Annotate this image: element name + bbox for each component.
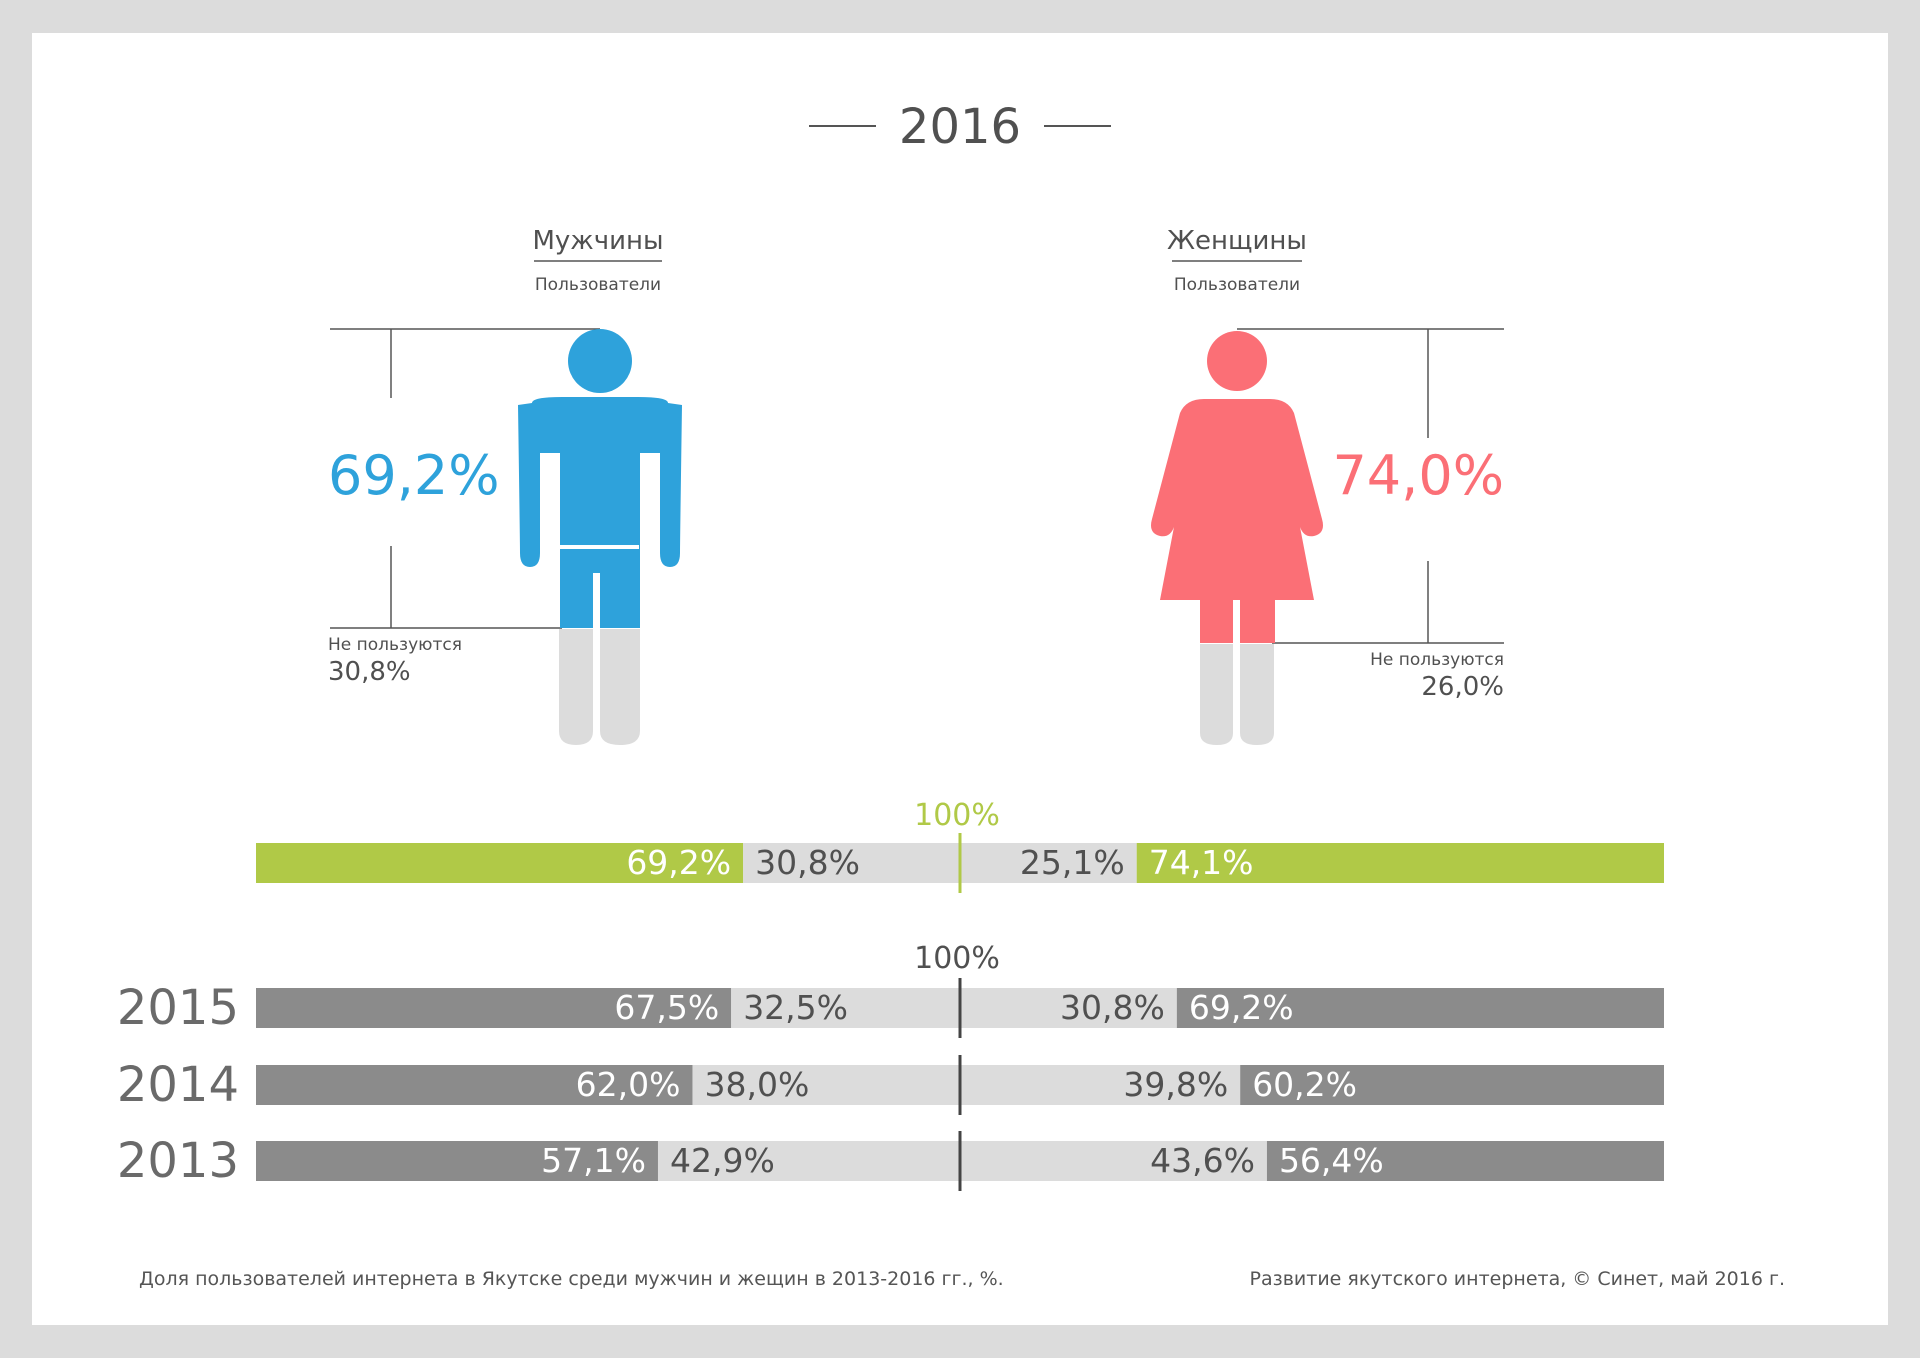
man-icon — [518, 329, 682, 745]
label-men-users-2016: 69,2% — [626, 843, 731, 882]
women-nonusers-percent: 26,0% — [1421, 672, 1504, 702]
bar-women-users-2014 — [1240, 1065, 1664, 1105]
women-users-percent: 74,0% — [1332, 444, 1504, 507]
label-men-nonusers-2016: 30,8% — [755, 843, 860, 882]
men-nonusers-percent: 30,8% — [328, 657, 411, 687]
bar-men-nonusers-2015 — [731, 988, 960, 1028]
footer-caption: Доля пользователей интернета в Якутске с… — [139, 1268, 1004, 1290]
label-women-users-2014: 60,2% — [1252, 1065, 1357, 1104]
label-women-nonusers-2013: 43,6% — [1150, 1141, 1255, 1180]
year-label-2015: 2015 — [117, 980, 239, 1036]
bar-men-users-2013 — [256, 1141, 658, 1181]
infographic-card: 2016 Мужчины Пользователи Женщины Пользо… — [32, 33, 1888, 1325]
bar-rows: 69,2% 30,8% 25,1% 74,1% 67,5% 32,5% 30,8% 69,2%… — [117, 833, 1664, 1191]
label-men-nonusers-2013: 42,9% — [670, 1141, 775, 1180]
bar-men-nonusers-2013 — [657, 1141, 960, 1181]
label-men-users-2015: 67,5% — [614, 988, 719, 1027]
women-bracket — [1237, 328, 1504, 644]
chart-canvas: 2016 Мужчины Пользователи Женщины Пользо… — [117, 99, 1786, 1290]
label-women-users-2016: 74,1% — [1149, 843, 1254, 882]
bar-women-nonusers-2014 — [960, 1065, 1241, 1105]
bar-women-nonusers-2016 — [960, 843, 1137, 883]
bar-men-users-2016 — [256, 843, 744, 883]
men-bracket — [330, 328, 600, 629]
page-title: 2016 — [899, 99, 1021, 155]
bar-men-users-2015 — [256, 988, 732, 1028]
bar-men-nonusers-2014 — [692, 1065, 960, 1105]
label-women-users-2015: 69,2% — [1189, 988, 1294, 1027]
center-label-past: 100% — [914, 941, 1000, 976]
label-men-users-2013: 57,1% — [541, 1141, 646, 1180]
bar-women-nonusers-2015 — [960, 988, 1177, 1028]
label-men-nonusers-2014: 38,0% — [704, 1065, 809, 1104]
men-heading: Мужчины — [532, 226, 663, 256]
bar-men-users-2014 — [256, 1065, 693, 1105]
bar-women-users-2013 — [1266, 1141, 1664, 1181]
label-women-users-2013: 56,4% — [1279, 1141, 1384, 1180]
bar-women-users-2016 — [1136, 843, 1664, 883]
center-label-2016: 100% — [914, 798, 1000, 833]
year-label-2013: 2013 — [117, 1133, 239, 1189]
woman-icon — [1151, 331, 1323, 745]
label-women-nonusers-2014: 39,8% — [1123, 1065, 1228, 1104]
label-men-nonusers-2015: 32,5% — [743, 988, 848, 1027]
women-heading: Женщины — [1167, 226, 1307, 256]
men-nonusers-label: Не пользуются — [328, 635, 462, 655]
women-nonusers-label: Не пользуются — [1370, 650, 1504, 670]
label-men-users-2014: 62,0% — [576, 1065, 681, 1104]
bar-women-users-2015 — [1176, 988, 1664, 1028]
label-women-nonusers-2016: 25,1% — [1020, 843, 1125, 882]
year-label-2014: 2014 — [117, 1057, 239, 1113]
men-users-percent: 69,2% — [328, 444, 500, 507]
bar-women-nonusers-2013 — [960, 1141, 1267, 1181]
women-subheading: Пользователи — [1174, 275, 1300, 295]
footer-source: Развитие якутского интернета, © Синет, м… — [1250, 1268, 1786, 1290]
label-women-nonusers-2015: 30,8% — [1060, 988, 1165, 1027]
men-subheading: Пользователи — [535, 275, 661, 295]
bar-men-nonusers-2016 — [743, 843, 960, 883]
